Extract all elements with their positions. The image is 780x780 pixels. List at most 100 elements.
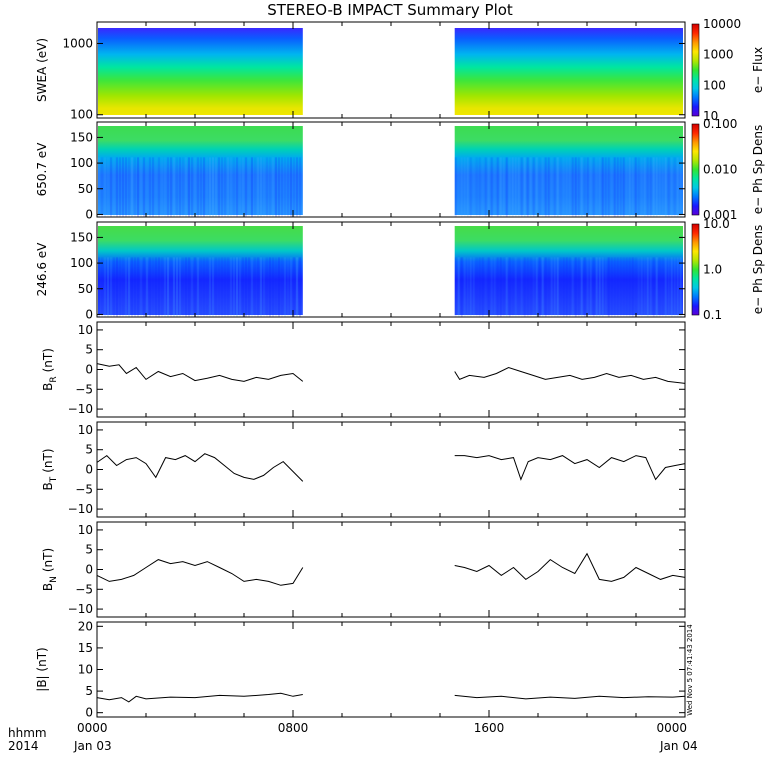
spectrogram-streak <box>475 157 478 217</box>
spectrogram-streak <box>562 257 565 317</box>
spectrogram-streak <box>556 257 559 317</box>
spectrogram-streak <box>116 257 118 317</box>
spectrogram-streak <box>583 157 586 217</box>
spectrogram-streak <box>508 157 511 217</box>
spectrogram-streak <box>643 157 646 217</box>
spectrogram-streak <box>287 257 289 317</box>
spectrogram-streak <box>200 157 202 217</box>
spectrogram-streak <box>559 257 562 317</box>
spectrogram-streak <box>607 157 610 217</box>
ytick-label: 5 <box>85 343 93 357</box>
ytick-label: 50 <box>78 182 93 196</box>
spectrogram-streak <box>622 157 625 217</box>
spectrogram-streak <box>176 257 178 317</box>
spectrogram-streak <box>203 257 205 317</box>
spectrogram-streak <box>538 257 541 317</box>
spectrogram-streak <box>161 157 163 217</box>
spectrogram-streak <box>167 157 169 217</box>
ytick-label: 0 <box>85 563 93 577</box>
spectrogram-streak <box>592 257 595 317</box>
spectrogram-streak <box>224 157 226 217</box>
spectrogram-streak <box>239 157 241 217</box>
spectrogram-streak <box>625 157 628 217</box>
spectrogram-streak <box>604 157 607 217</box>
spectrogram-streak <box>493 157 496 217</box>
spectrogram-streak <box>170 257 172 317</box>
spectrogram-streak <box>110 257 112 317</box>
spectrogram-block <box>454 126 683 215</box>
spectrogram-streak <box>197 157 199 217</box>
xtick-label: 1600 <box>474 721 505 735</box>
spectrogram-streak <box>149 257 151 317</box>
spectrogram-streak <box>679 157 682 217</box>
ylabel-bn: BN (nT) <box>41 548 59 591</box>
spectrogram-streak <box>239 257 241 317</box>
spectrogram-streak <box>595 157 598 217</box>
spectrogram-streak <box>520 157 523 217</box>
spectrogram-streak <box>113 257 115 317</box>
spectrogram-streak <box>98 257 100 317</box>
spectrogram-streak <box>209 257 211 317</box>
spectrogram-streak <box>550 157 553 217</box>
spectrogram-streak <box>505 257 508 317</box>
ytick-label: 10 <box>78 423 93 437</box>
spectrogram-block <box>454 226 683 315</box>
spectrogram-streak <box>487 157 490 217</box>
spectrogram-streak <box>457 257 460 317</box>
spectrogram-streak <box>242 257 244 317</box>
ytick-label: 100 <box>70 156 93 170</box>
spectrogram-streak <box>128 157 130 217</box>
spectrogram-streak <box>179 257 181 317</box>
ytick-label: 50 <box>78 282 93 296</box>
spectrogram-3 <box>98 226 683 317</box>
spectrogram-streak <box>128 257 130 317</box>
spectrogram-streak <box>119 257 121 317</box>
spectrogram-streak <box>131 257 133 317</box>
spectrogram-streak <box>125 157 127 217</box>
spectrogram-streak <box>101 157 103 217</box>
spectrogram-streak <box>580 157 583 217</box>
spectrogram-streak <box>457 157 460 217</box>
spectrogram-streak <box>119 157 121 217</box>
spectrogram-streak <box>541 157 544 217</box>
spectrogram-block <box>454 28 683 115</box>
spectrogram-streak <box>628 157 631 217</box>
spectrogram-streak <box>583 257 586 317</box>
spectrogram-streak <box>514 157 517 217</box>
spectrogram-streak <box>269 157 271 217</box>
ylabel-sub: R <box>49 376 59 382</box>
spectrogram-streak <box>188 257 190 317</box>
spectrogram-streak <box>251 257 253 317</box>
panel-frame-4 <box>96 321 686 418</box>
spectrogram-streak <box>571 257 574 317</box>
spectrogram-streak <box>454 257 457 317</box>
spectrogram-streak <box>670 257 673 317</box>
ylabel-sub: N <box>49 576 59 583</box>
spectrogram-streak <box>625 257 628 317</box>
spectrogram-streak <box>158 157 160 217</box>
spectrogram-streak <box>514 257 517 317</box>
spectrogram-streak <box>137 157 139 217</box>
spectrogram-streak <box>484 157 487 217</box>
spectrogram-streak <box>499 257 502 317</box>
spectrogram-streak <box>152 157 154 217</box>
spectrogram-streak <box>107 257 109 317</box>
ytick-label: 15 <box>78 641 93 655</box>
ytick-label: 5 <box>85 443 93 457</box>
colorbar-2 <box>691 123 700 216</box>
spectrogram-streak <box>140 257 142 317</box>
spectrogram-streak <box>116 157 118 217</box>
spectrogram-streak <box>98 157 100 217</box>
spectrogram-streak <box>481 257 484 317</box>
spectrogram-streak <box>622 257 625 317</box>
spectrogram-streak <box>586 157 589 217</box>
spectrogram-streak <box>137 257 139 317</box>
ytick-label: 10 <box>78 323 93 337</box>
spectrogram-streak <box>122 257 124 317</box>
spectrogram-streak <box>212 157 214 217</box>
spectrogram-streak <box>574 157 577 217</box>
spectrogram-streak <box>610 257 613 317</box>
spectrogram-streak <box>107 157 109 217</box>
spectrogram-streak <box>233 157 235 217</box>
ytick-label: −5 <box>75 582 93 596</box>
